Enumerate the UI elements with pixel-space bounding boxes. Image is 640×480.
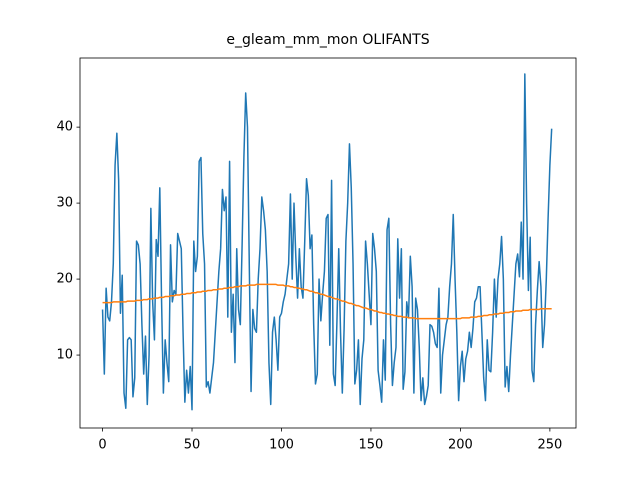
- y-tick-label: 10: [56, 348, 73, 363]
- data-line: [101, 73, 553, 411]
- x-tick-label: 250: [537, 438, 562, 453]
- axes-frame: [79, 57, 577, 429]
- y-tick-label: 20: [56, 272, 73, 287]
- chart-title: e_gleam_mm_mon OLIFANTS: [226, 32, 429, 48]
- y-tick-label: 40: [56, 120, 73, 135]
- x-tick-label: 100: [269, 438, 294, 453]
- x-tick-label: 200: [448, 438, 473, 453]
- y-tick-label: 30: [56, 196, 73, 211]
- x-tick-label: 150: [359, 438, 384, 453]
- x-tick-label: 50: [184, 438, 201, 453]
- data-line: [102, 283, 552, 320]
- x-tick-label: 0: [98, 438, 106, 453]
